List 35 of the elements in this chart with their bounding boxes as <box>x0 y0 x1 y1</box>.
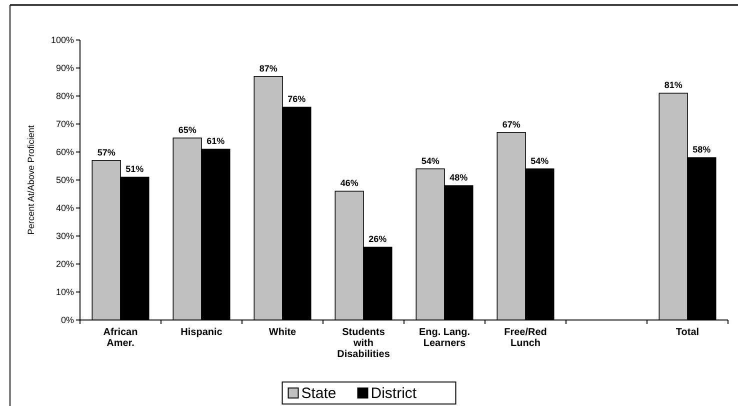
y-tick-label: 40% <box>56 203 74 214</box>
data-label: 81% <box>664 80 682 90</box>
x-tick-label: Students with Disabilities <box>337 327 390 360</box>
x-tick-label: Hispanic <box>180 327 223 338</box>
legend-label: State <box>301 385 336 402</box>
x-tick-label: African Amer. <box>103 327 138 349</box>
data-label: 58% <box>692 144 711 155</box>
y-tick-label: 30% <box>56 231 74 242</box>
data-label: 65% <box>178 125 196 135</box>
data-label: 67% <box>502 119 520 130</box>
y-tick-label: 0% <box>60 315 74 326</box>
y-tick-label: 20% <box>56 259 74 270</box>
x-tick-label: Free/Red Lunch <box>504 327 547 349</box>
data-label: 61% <box>206 136 225 146</box>
data-label: 46% <box>340 178 358 188</box>
y-tick-label: 90% <box>56 63 74 74</box>
x-tick-label: Eng. Lang. Learners <box>418 327 470 349</box>
y-tick-label: 10% <box>56 287 74 298</box>
data-label: 26% <box>368 234 387 244</box>
y-tick-label: 50% <box>56 175 74 186</box>
data-label: 48% <box>450 172 468 183</box>
data-label: 54% <box>530 156 549 166</box>
data-label: 57% <box>97 147 116 158</box>
data-label: 51% <box>126 164 144 174</box>
y-tick-label: 60% <box>56 147 74 158</box>
x-tick-label: Total <box>676 327 700 338</box>
legend-label: District <box>370 385 418 402</box>
data-label: 54% <box>421 156 440 166</box>
y-tick-label: 80% <box>56 91 74 102</box>
y-axis-title: Percent At/Above Proficient <box>26 124 36 235</box>
data-label: 76% <box>288 94 306 104</box>
y-tick-label: 100% <box>50 35 74 46</box>
y-tick-label: 70% <box>56 119 74 130</box>
x-tick-label: White <box>268 327 297 338</box>
data-label: 87% <box>259 63 278 74</box>
